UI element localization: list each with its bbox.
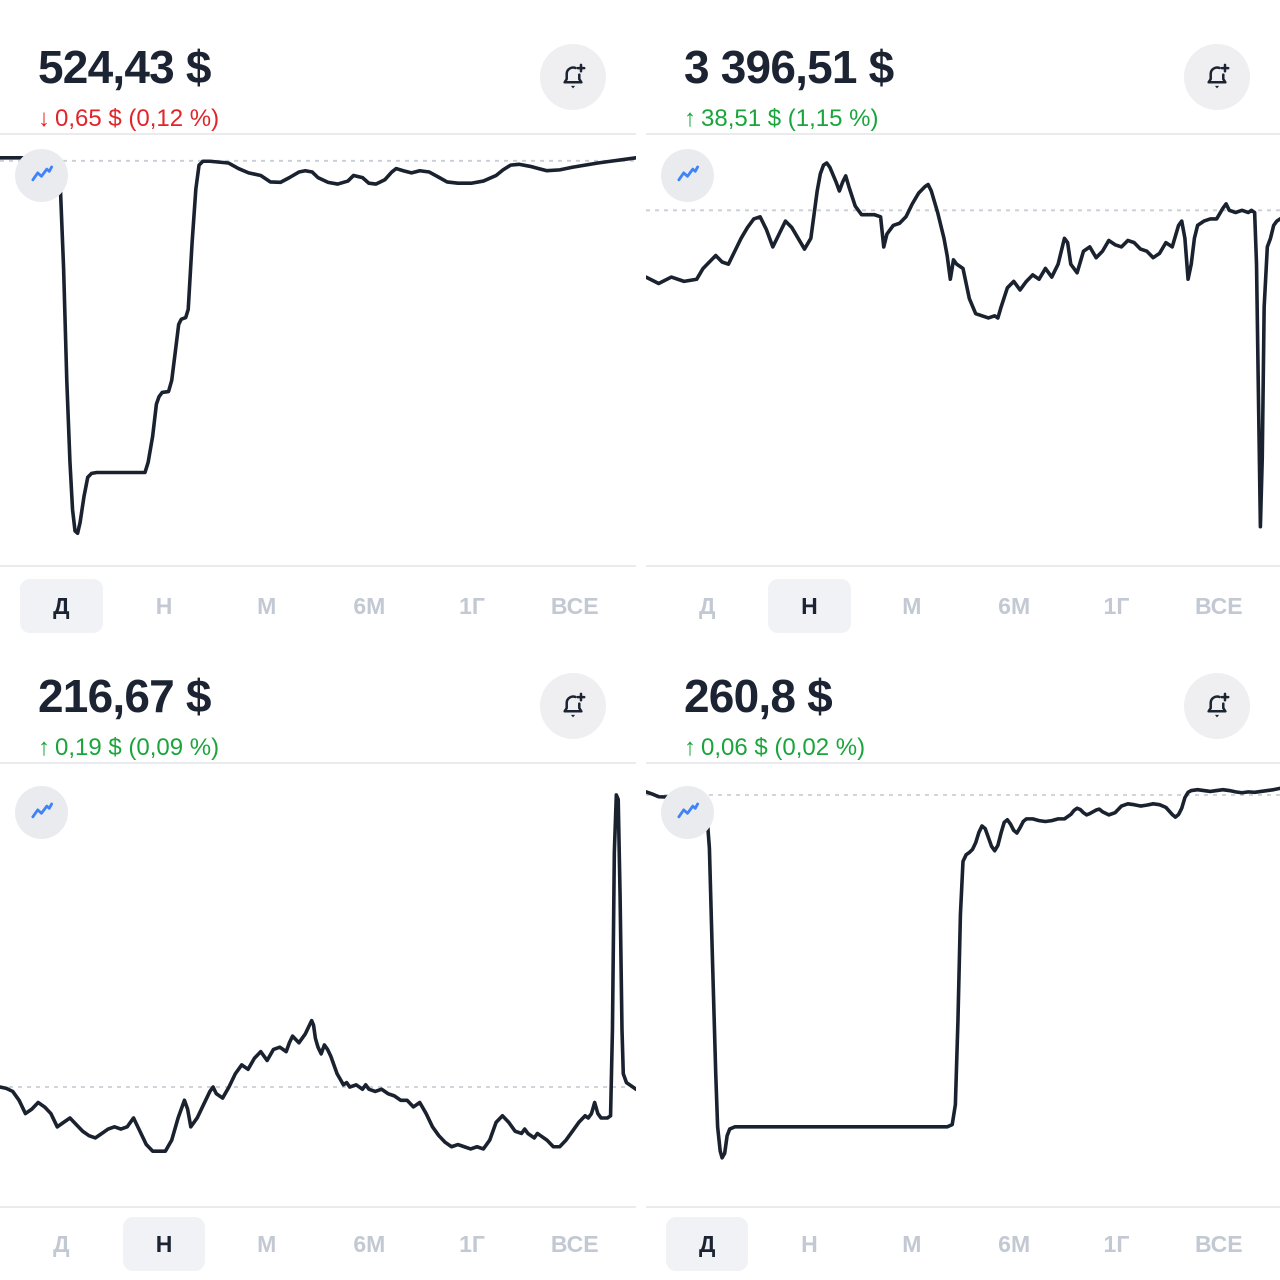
price-change: ↓ 0,65 $ (0,12 %) — [38, 105, 219, 133]
timeframe-tab-М[interactable]: М — [225, 1217, 308, 1271]
bell-plus-icon — [563, 63, 586, 89]
timeframe-tab-Н[interactable]: Н — [123, 579, 206, 633]
down-arrow-icon: ↓ — [38, 104, 50, 132]
add-alert-button[interactable] — [540, 44, 606, 110]
price-block: 524,43 $ ↓ 0,65 $ (0,12 %) — [38, 41, 219, 133]
timeframe-tabs: Д Н М 6М 1Г ВСЕ — [646, 1208, 1280, 1280]
price-chart[interactable] — [646, 135, 1280, 565]
timeframe-tab-ВСЕ[interactable]: ВСЕ — [1178, 579, 1260, 633]
sparkline-icon — [677, 802, 699, 819]
chart-style-toggle[interactable] — [661, 148, 714, 202]
timeframe-tab-Н[interactable]: Н — [768, 1217, 850, 1271]
card-header: 524,43 $ ↓ 0,65 $ (0,12 %) — [0, 0, 636, 133]
card-header: 260,8 $ ↑ 0,06 $ (0,02 %) — [646, 645, 1280, 762]
change-text: 0,19 $ (0,09 %) — [55, 733, 220, 761]
timeframe-tab-ВСЕ[interactable]: ВСЕ — [1178, 1217, 1260, 1271]
timeframe-tab-6М[interactable]: 6М — [328, 1217, 411, 1271]
price-change: ↑ 0,06 $ (0,02 %) — [684, 734, 865, 762]
bell-plus-icon — [563, 692, 586, 718]
sparkline-icon — [30, 802, 53, 819]
price-chart[interactable] — [0, 764, 636, 1206]
add-alert-button[interactable] — [540, 673, 606, 739]
bell-plus-icon — [1207, 63, 1230, 89]
separator — [646, 1206, 1280, 1208]
timeframe-tab-Д[interactable]: Д — [20, 1217, 103, 1271]
separator — [0, 565, 636, 567]
separator — [646, 761, 1280, 764]
timeframe-tab-М[interactable]: М — [225, 579, 308, 633]
price-chart-svg — [646, 764, 1280, 1206]
timeframe-tab-1Г[interactable]: 1Г — [1075, 579, 1157, 633]
instrument-card: 524,43 $ ↓ 0,65 $ (0,12 %) — [0, 0, 636, 645]
chart-style-toggle[interactable] — [15, 148, 68, 202]
chart-style-toggle[interactable] — [661, 785, 714, 839]
timeframe-tab-1Г[interactable]: 1Г — [431, 579, 514, 633]
price-chart-svg — [646, 135, 1280, 565]
timeframe-tab-Н-selected[interactable]: Н — [768, 579, 851, 633]
separator — [646, 565, 1280, 567]
separator — [0, 132, 636, 135]
price-line — [646, 788, 1280, 1157]
card-header: 216,67 $ ↑ 0,19 $ (0,09 %) — [0, 645, 636, 762]
separator — [646, 132, 1280, 135]
separator — [0, 1206, 636, 1208]
up-arrow-icon: ↑ — [38, 733, 50, 761]
instrument-card: 216,67 $ ↑ 0,19 $ (0,09 %) — [0, 645, 636, 1280]
price-chart[interactable] — [646, 764, 1280, 1206]
timeframe-tabs: Д Н М 6М 1Г ВСЕ — [646, 567, 1280, 645]
timeframe-tab-М[interactable]: М — [871, 1217, 953, 1271]
price-line — [0, 157, 636, 532]
timeframe-tab-1Г[interactable]: 1Г — [1075, 1217, 1157, 1271]
card-header: 3 396,51 $ ↑ 38,51 $ (1,15 %) — [646, 0, 1280, 133]
timeframe-tab-1Г[interactable]: 1Г — [431, 1217, 514, 1271]
add-alert-button[interactable] — [1184, 673, 1250, 739]
change-text: 0,65 $ (0,12 %) — [55, 104, 220, 132]
timeframe-tab-Н-selected[interactable]: Н — [122, 1217, 206, 1271]
change-text: 0,06 $ (0,02 %) — [701, 733, 866, 761]
timeframe-tab-Д-selected[interactable]: Д — [666, 1217, 749, 1271]
price-value: 524,43 $ — [38, 41, 211, 93]
price-value: 260,8 $ — [684, 670, 833, 722]
price-value: 216,67 $ — [38, 670, 211, 722]
change-text: 38,51 $ (1,15 %) — [701, 104, 879, 132]
up-arrow-icon: ↑ — [684, 733, 696, 761]
timeframe-tab-Д[interactable]: Д — [666, 579, 748, 633]
timeframe-tab-Д-selected[interactable]: Д — [20, 579, 103, 633]
bell-plus-icon — [1207, 692, 1230, 718]
price-line — [0, 794, 636, 1150]
price-block: 216,67 $ ↑ 0,19 $ (0,09 %) — [38, 670, 219, 762]
timeframe-tabs: Д Н М 6М 1Г ВСЕ — [0, 1208, 636, 1280]
timeframe-tab-6М[interactable]: 6М — [328, 579, 411, 633]
price-block: 3 396,51 $ ↑ 38,51 $ (1,15 %) — [684, 41, 894, 133]
sparkline-icon — [30, 165, 53, 182]
add-alert-button[interactable] — [1184, 44, 1250, 110]
timeframe-tab-ВСЕ[interactable]: ВСЕ — [533, 579, 616, 633]
timeframe-tab-6М[interactable]: 6М — [973, 579, 1055, 633]
price-change: ↑ 38,51 $ (1,15 %) — [684, 105, 893, 133]
instrument-card: 3 396,51 $ ↑ 38,51 $ (1,15 %) — [646, 0, 1280, 645]
price-block: 260,8 $ ↑ 0,06 $ (0,02 %) — [684, 670, 865, 762]
timeframe-tab-6М[interactable]: 6М — [973, 1217, 1055, 1271]
price-value: 3 396,51 $ — [684, 41, 894, 93]
timeframe-tab-ВСЕ[interactable]: ВСЕ — [533, 1217, 616, 1271]
price-chart[interactable] — [0, 135, 636, 565]
chart-style-toggle[interactable] — [15, 785, 68, 839]
sparkline-icon — [677, 165, 699, 182]
timeframe-tabs: Д Н М 6М 1Г ВСЕ — [0, 567, 636, 645]
price-chart-svg — [0, 135, 636, 565]
price-chart-svg — [0, 764, 636, 1206]
separator — [0, 761, 636, 764]
timeframe-tab-М[interactable]: М — [871, 579, 953, 633]
up-arrow-icon: ↑ — [684, 104, 696, 132]
instrument-card: 260,8 $ ↑ 0,06 $ (0,02 %) — [646, 645, 1280, 1280]
price-line — [646, 162, 1280, 526]
price-change: ↑ 0,19 $ (0,09 %) — [38, 734, 219, 762]
